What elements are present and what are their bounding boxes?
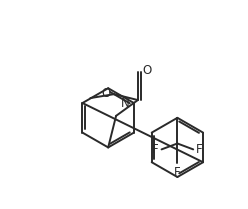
Text: F: F xyxy=(152,143,159,156)
Text: N: N xyxy=(121,97,130,110)
Text: F: F xyxy=(196,143,203,156)
Text: F: F xyxy=(174,166,181,179)
Text: O: O xyxy=(143,64,152,77)
Text: O: O xyxy=(101,87,110,100)
